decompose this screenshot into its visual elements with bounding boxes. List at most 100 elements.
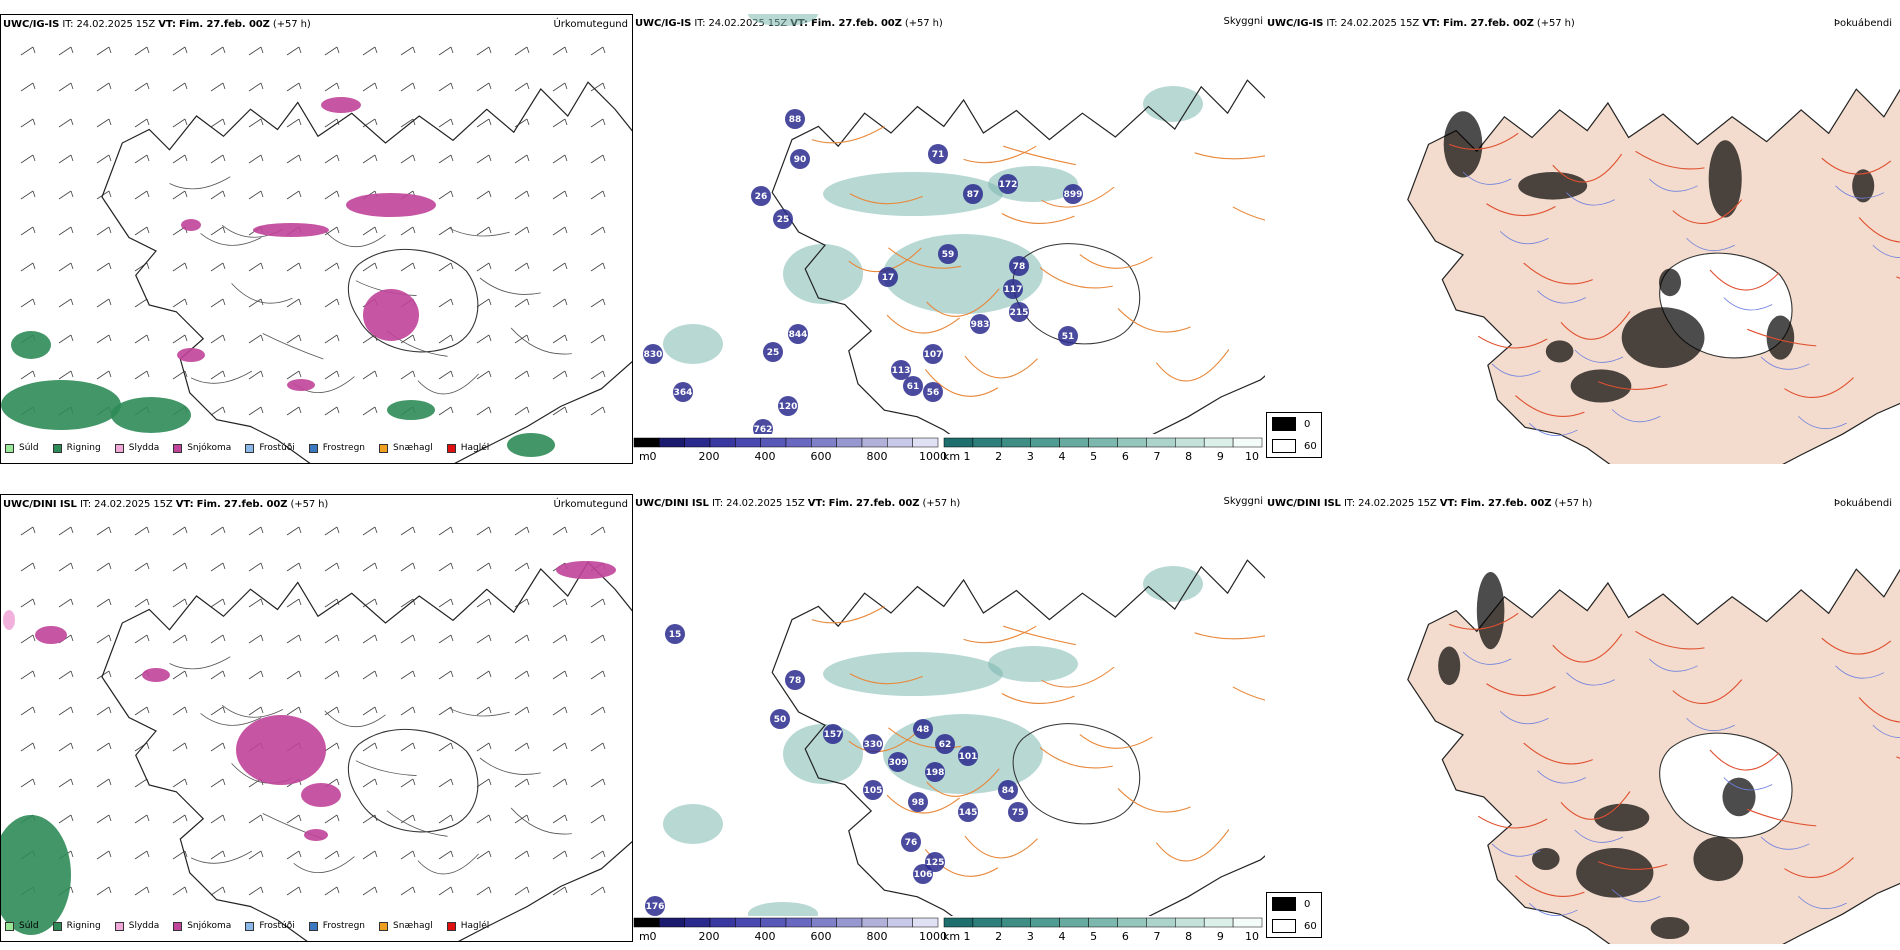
wind-barb-flag	[70, 334, 74, 342]
wind-barb	[438, 406, 452, 416]
wind-barb-flag	[488, 814, 492, 822]
wind-barb	[210, 526, 224, 536]
colorbar-tick: 5	[1090, 450, 1098, 463]
wind-barb	[400, 634, 414, 644]
fog-area	[1443, 111, 1483, 178]
precip-area	[363, 289, 419, 341]
colorbar-tick: 6	[1121, 450, 1129, 463]
wind-barb-flag	[70, 46, 74, 54]
colorbar-segment	[709, 917, 736, 928]
wind-barb-flag	[222, 334, 226, 342]
wind-barb-flag	[526, 850, 530, 858]
wind-barb	[362, 154, 376, 164]
cloudbase-area	[823, 724, 843, 744]
wind-barb-flag	[564, 334, 568, 342]
cloudbase-label: 61	[907, 382, 920, 392]
wind-barb	[324, 742, 338, 752]
colorbar-segment	[1232, 437, 1263, 448]
wind-barb-flag	[222, 742, 226, 750]
wind-barb-flag	[336, 706, 340, 714]
wind-barb	[476, 526, 490, 536]
wind-barb-flag	[526, 370, 530, 378]
road-line	[417, 853, 479, 875]
precip-panel-row2: UWC/DINI ISL IT: 24.02.2025 15Z VT: Fim.…	[0, 494, 633, 942]
road-line	[448, 707, 510, 717]
road-line	[417, 373, 479, 395]
wind-barb	[286, 526, 300, 536]
road-line	[964, 355, 1038, 379]
wind-barb	[438, 298, 452, 308]
wind-barb	[58, 742, 72, 752]
legend-label: Súld	[19, 921, 39, 931]
wind-barb-flag	[450, 370, 454, 378]
wind-barb	[400, 778, 414, 788]
wind-barb-flag	[108, 82, 112, 90]
wind-barb-flag	[146, 562, 150, 570]
river-line	[1835, 185, 1885, 199]
wind-barb-flag	[222, 226, 226, 234]
legend-item: Rigning	[52, 443, 101, 453]
wind-barb-flag	[70, 706, 74, 714]
wind-barb-flag	[488, 742, 492, 750]
colorbar-segment	[1001, 917, 1031, 928]
wind-barb-flag	[526, 598, 530, 606]
colorbar-segment	[811, 917, 837, 928]
wind-barb-flag	[564, 814, 568, 822]
cloudbase-label: 983	[971, 320, 990, 330]
road-line	[1598, 381, 1668, 390]
panel-title: Þokuábendi	[1833, 18, 1892, 29]
wind-barb-flag	[298, 82, 302, 90]
wind-barb-flag	[260, 262, 264, 270]
fog-indicator-map	[1407, 568, 1900, 944]
wind-barb-flag	[602, 262, 606, 270]
colorbar-tick: 400	[754, 450, 776, 463]
wind-barb-flag	[70, 82, 74, 90]
wind-barb-flag	[298, 562, 302, 570]
cloudbase-label: 101	[959, 752, 978, 762]
wind-barb-flag	[488, 298, 492, 306]
cloudbase-ticks: m 0 200 400 600 800 1000	[633, 930, 947, 944]
fog-legend-row: 60	[1267, 915, 1321, 937]
wind-barb-flag	[260, 706, 264, 714]
wind-barb	[20, 634, 34, 644]
river-line	[1611, 889, 1661, 903]
wind-barb-flag	[450, 154, 454, 162]
cloudbase-label: 59	[942, 250, 955, 260]
wind-barb	[438, 634, 452, 644]
fog-area	[1852, 169, 1875, 203]
cloudbase-area	[645, 896, 665, 916]
wind-barb-flag	[32, 670, 36, 678]
road-line	[1523, 262, 1593, 285]
wind-barb	[96, 742, 110, 752]
wind-barb	[248, 814, 262, 824]
panel-header: UWC/IG-IS IT: 24.02.2025 15Z VT: Fim. 27…	[1267, 18, 1575, 29]
visibility-area	[783, 724, 863, 784]
wind-barb-flag	[526, 406, 530, 414]
road-line	[231, 283, 293, 304]
glacier-outline	[347, 728, 479, 833]
wind-barb-flag	[108, 262, 112, 270]
wind-barb	[134, 850, 148, 860]
colorbar-segment	[943, 437, 974, 448]
wind-barb	[172, 298, 186, 308]
wind-barb-flag	[108, 226, 112, 234]
wind-barb	[20, 706, 34, 716]
cloudbase-area	[1008, 802, 1028, 822]
wind-barb	[552, 634, 566, 644]
wind-barb	[552, 226, 566, 236]
colorbar-segment	[1117, 437, 1147, 448]
fog-area	[1476, 571, 1505, 650]
wind-barb	[400, 82, 414, 92]
wind-barb-flag	[108, 670, 112, 678]
fog-legend-label: 0	[1304, 898, 1311, 910]
wind-barb	[134, 226, 148, 236]
road-line	[811, 125, 885, 144]
road-line	[386, 810, 448, 837]
cloudbase-label: 84	[1002, 786, 1015, 796]
wind-barb	[438, 742, 452, 752]
fog-legend-label: 60	[1304, 440, 1317, 452]
legend-swatch	[52, 443, 62, 453]
wind-barb-flag	[298, 118, 302, 126]
wind-barb-flag	[488, 670, 492, 678]
wind-barb	[438, 886, 452, 896]
